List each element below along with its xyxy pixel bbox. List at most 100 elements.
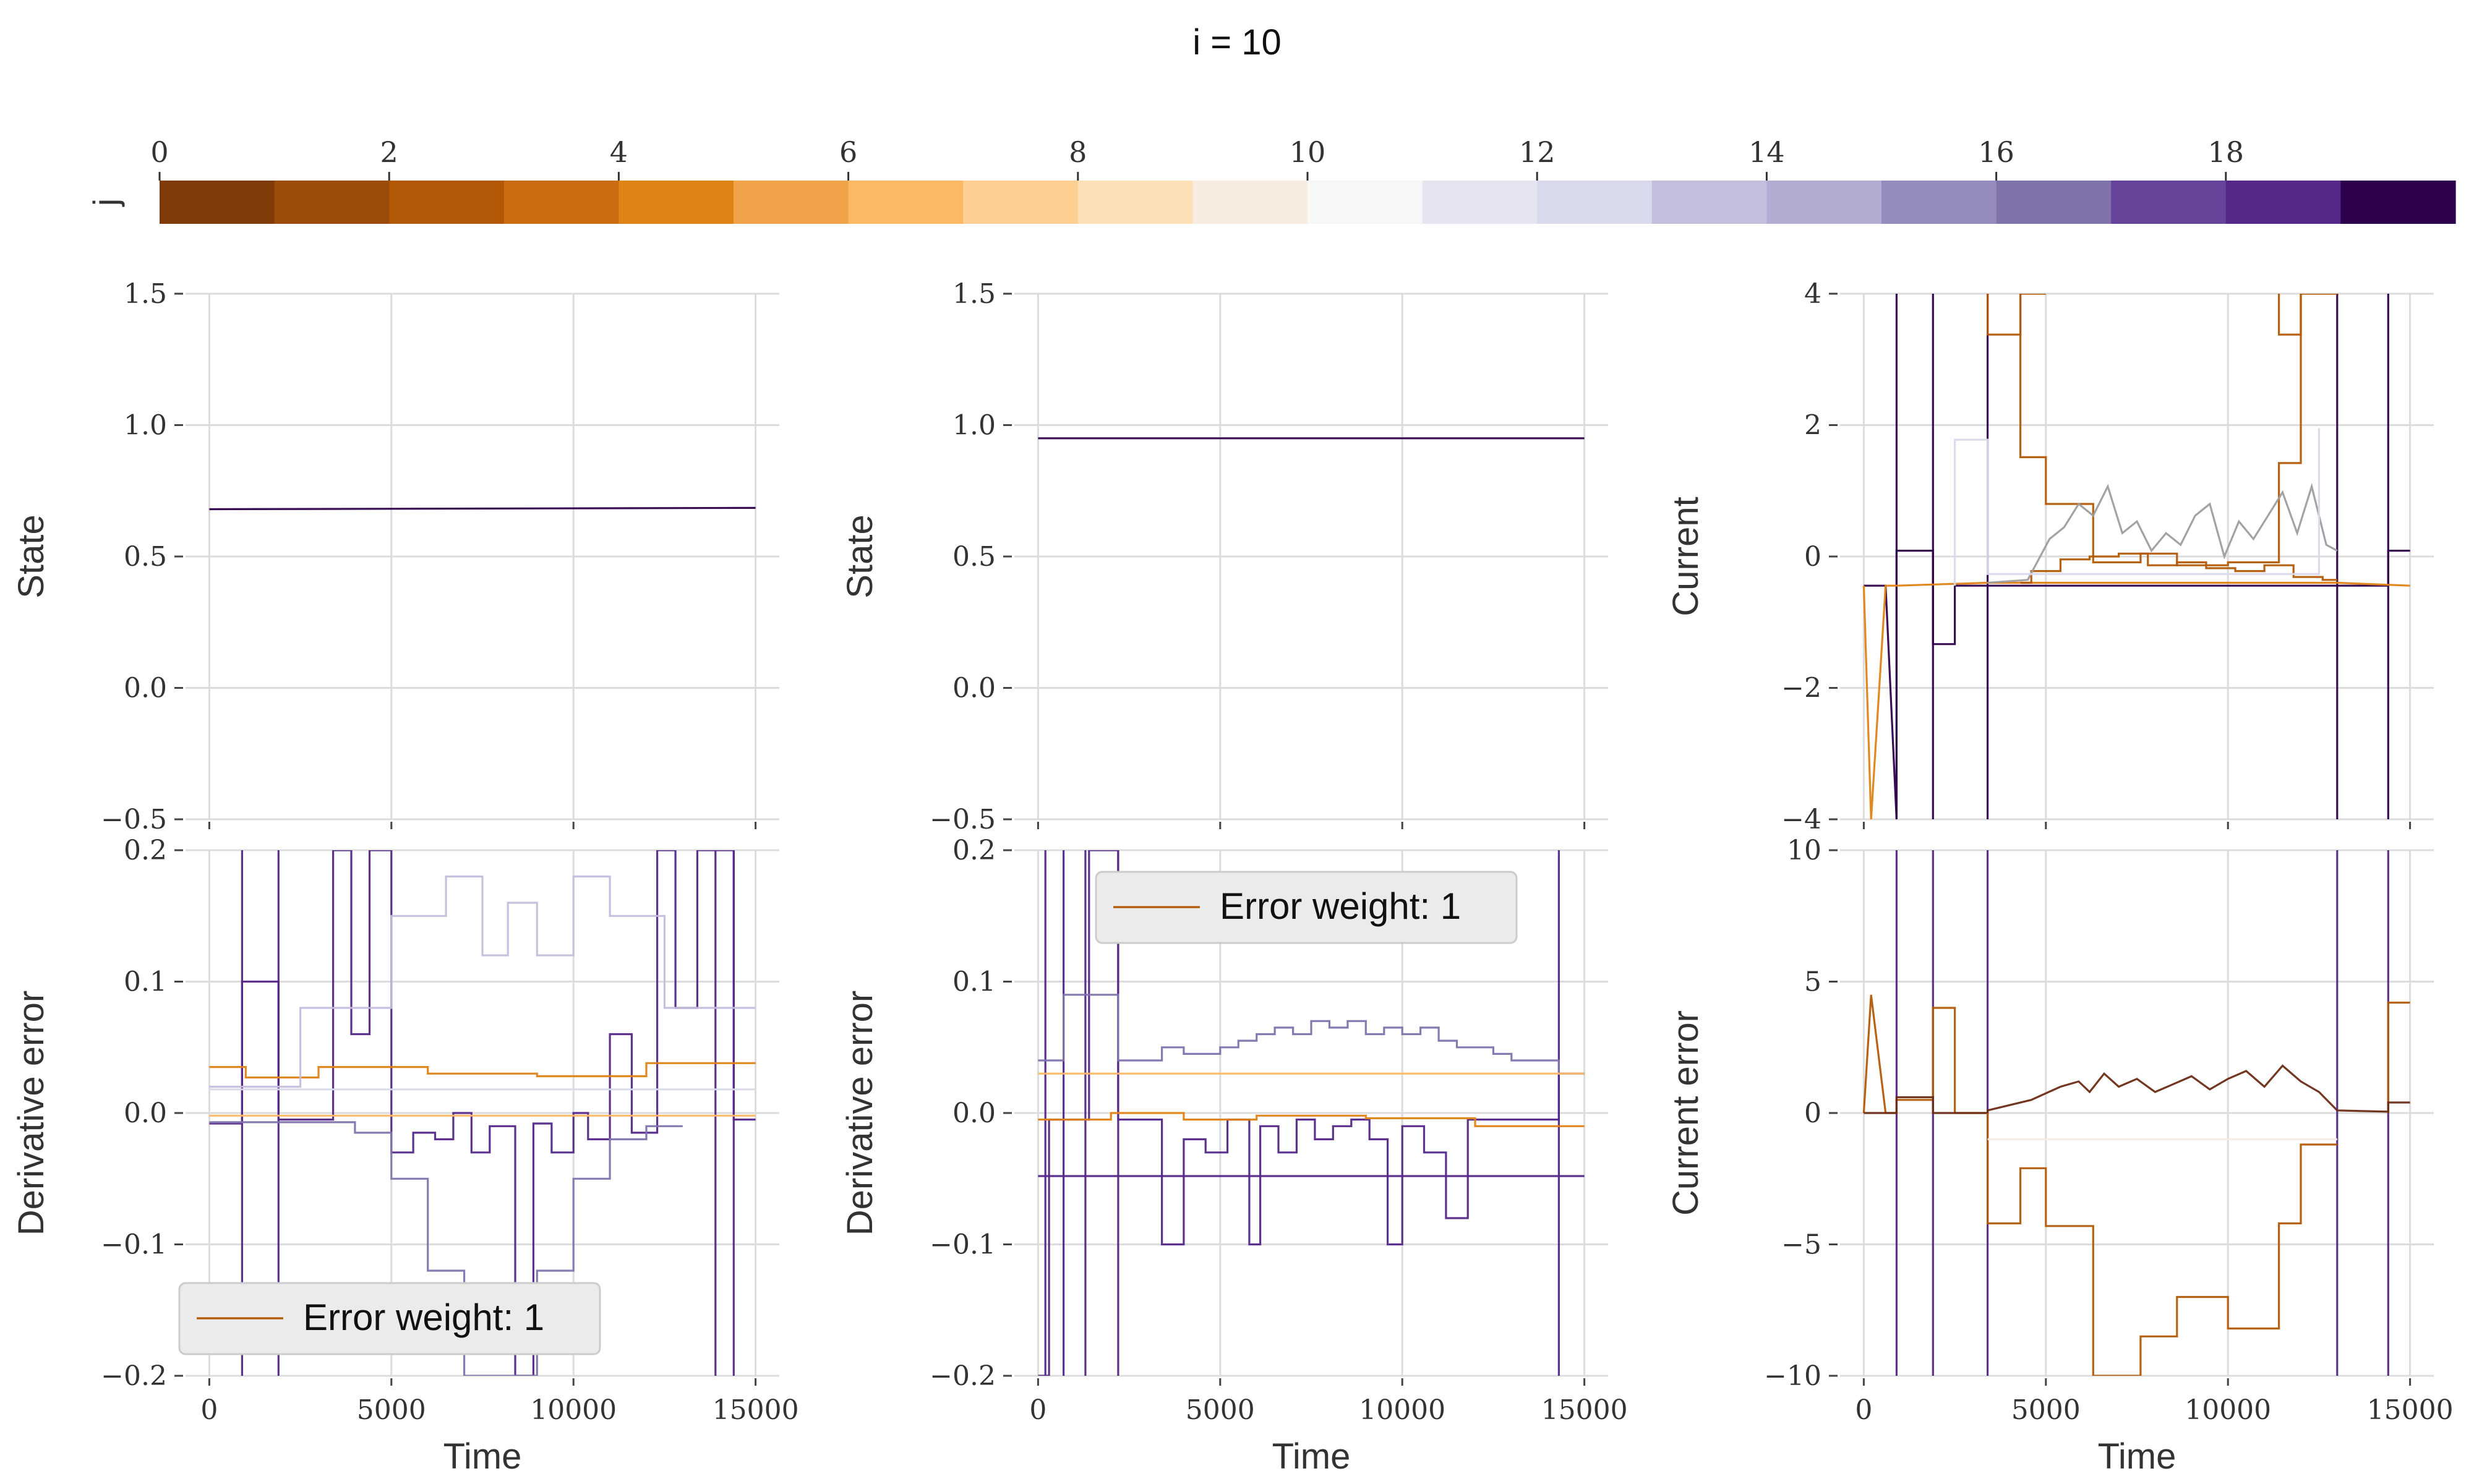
x-tick-label: 5000 <box>2011 1394 2081 1426</box>
x-tick-label: 10000 <box>530 1394 617 1426</box>
subplot-current: −4 −2 0 2 4 Current <box>1666 278 2434 835</box>
y-tick-label: −0.5 <box>930 804 996 835</box>
colorbar-swatch <box>1422 181 1538 224</box>
series-line-10 <box>2020 552 2337 584</box>
series-line-0 <box>1038 850 1585 1376</box>
colorbar-swatch <box>1192 181 1308 224</box>
colorbar-swatch <box>274 181 390 224</box>
legend-box <box>178 1282 601 1355</box>
series-line-7 <box>2278 294 2302 336</box>
figure-title: i = 10 <box>1192 22 1282 62</box>
x-tick-label: 10000 <box>1359 1394 1445 1426</box>
y-tick-label: 2 <box>1804 410 1821 441</box>
colorbar-tick-label: 0 <box>150 135 168 169</box>
subplot-state-2: −0.5 0.0 0.5 1.0 1.5 State <box>840 278 1608 835</box>
y-tick-label: 0.0 <box>124 673 167 704</box>
legend: Error weight: 1 <box>1095 871 1518 944</box>
x-tick-label: 10000 <box>2185 1394 2271 1426</box>
y-tick-label: −2 <box>1781 673 1821 704</box>
series-line-5 <box>1862 994 1988 1114</box>
subplot-derr-1: −0.2 −0.1 0.0 0.1 0.2 0 5000 10000 15000 Derivati… <box>11 835 799 1477</box>
y-axis-label: State <box>840 514 880 598</box>
x-tick-label: 15000 <box>1541 1394 1628 1426</box>
colorbar-label: j <box>86 198 125 207</box>
legend-label: Error weight: 1 <box>1220 885 1461 927</box>
series-line-8 <box>1987 1113 2337 1376</box>
series-line-6 <box>1987 294 2046 336</box>
y-tick-label: 0.2 <box>124 835 167 866</box>
y-axis-label: Derivative error <box>11 991 51 1235</box>
y-tick-label: 1.5 <box>952 278 996 310</box>
colorbar-swatch <box>2111 181 2227 224</box>
x-tick-label: 5000 <box>1186 1394 1255 1426</box>
y-tick-label: −5 <box>1781 1229 1821 1261</box>
colorbar-swatch <box>160 181 275 224</box>
series-line-9 <box>1862 581 2410 819</box>
y-tick-label: 1.0 <box>124 410 167 441</box>
y-tick-label: 0.1 <box>124 966 167 998</box>
x-tick-label: 15000 <box>2367 1394 2454 1426</box>
colorbar: 0 2 4 6 8 10 12 14 16 18 j <box>86 135 2456 224</box>
y-tick-label: −0.2 <box>101 1360 167 1392</box>
x-tick-label: 15000 <box>713 1394 799 1426</box>
colorbar-swatch <box>618 181 734 224</box>
series-group <box>209 506 756 511</box>
series-line-7 <box>1864 1064 2410 1114</box>
legend-box <box>1095 871 1518 944</box>
series-group <box>1862 850 2410 1376</box>
colorbar-tick-label: 4 <box>610 135 628 169</box>
x-tick-label: 0 <box>1855 1394 1872 1426</box>
colorbar-tick-label: 12 <box>1519 135 1556 169</box>
series-line-0 <box>1864 549 2410 819</box>
series-group <box>1862 294 2410 819</box>
series-line-11 <box>1987 482 2338 584</box>
colorbar-tick-label: 14 <box>1748 135 1785 169</box>
y-tick-label: −0.5 <box>101 804 167 835</box>
y-tick-label: 10 <box>1787 835 1821 866</box>
x-tick-label: 5000 <box>357 1394 426 1426</box>
x-axis-label: Time <box>443 1436 522 1477</box>
colorbar-swatch <box>1537 181 1653 224</box>
y-axis-label: Current <box>1666 497 1706 616</box>
colorbar-tick-label: 18 <box>2208 135 2245 169</box>
y-tick-label: 0.1 <box>952 966 996 998</box>
y-tick-label: −4 <box>1781 804 1821 835</box>
subplot-derr-2: −0.2 −0.1 0.0 0.1 0.2 0 5000 10000 15000 Derivati… <box>840 835 1628 1477</box>
colorbar-swatch <box>1881 181 1997 224</box>
series-line-5 <box>209 1121 683 1376</box>
colorbar-tick-label: 8 <box>1069 135 1087 169</box>
legend: Error weight: 1 <box>178 1282 601 1355</box>
subplot-state-1: −0.5 0.0 0.5 1.0 1.5 State <box>11 278 779 835</box>
y-tick-label: 0.5 <box>124 541 167 573</box>
y-tick-label: −0.2 <box>930 1360 996 1392</box>
y-tick-label: 0 <box>1804 541 1821 573</box>
y-tick-label: 0.0 <box>952 1098 996 1129</box>
colorbar-swatch <box>2225 181 2341 224</box>
series-line-0 <box>209 506 756 511</box>
x-axis-label: Time <box>2098 1436 2177 1477</box>
series-line-8 <box>1038 1112 1585 1127</box>
y-tick-label: 0.0 <box>952 673 996 704</box>
colorbar-swatch <box>503 181 619 224</box>
series-line-8 <box>2019 294 2337 566</box>
x-tick-label: 0 <box>1029 1394 1047 1426</box>
colorbar-swatch <box>1308 181 1423 224</box>
y-tick-label: 5 <box>1804 966 1821 998</box>
colorbar-swatch <box>1077 181 1193 224</box>
colorbar-swatch <box>848 181 964 224</box>
series-line-8 <box>209 875 756 1088</box>
series-line-7 <box>1038 994 1585 1075</box>
y-tick-label: 0.0 <box>124 1098 167 1129</box>
x-axis-label: Time <box>1272 1436 1351 1477</box>
y-tick-label: −10 <box>1764 1360 1821 1392</box>
colorbar-swatch <box>1766 181 1882 224</box>
colorbar-tick-label: 10 <box>1290 135 1326 169</box>
y-tick-label: −0.1 <box>101 1229 167 1261</box>
series-line-6 <box>209 1062 756 1079</box>
colorbar-tick-label: 16 <box>1978 135 2014 169</box>
colorbar-swatch <box>1996 181 2112 224</box>
y-tick-label: 1.0 <box>952 410 996 441</box>
colorbar-swatch <box>734 181 849 224</box>
y-axis-label: State <box>11 514 51 598</box>
